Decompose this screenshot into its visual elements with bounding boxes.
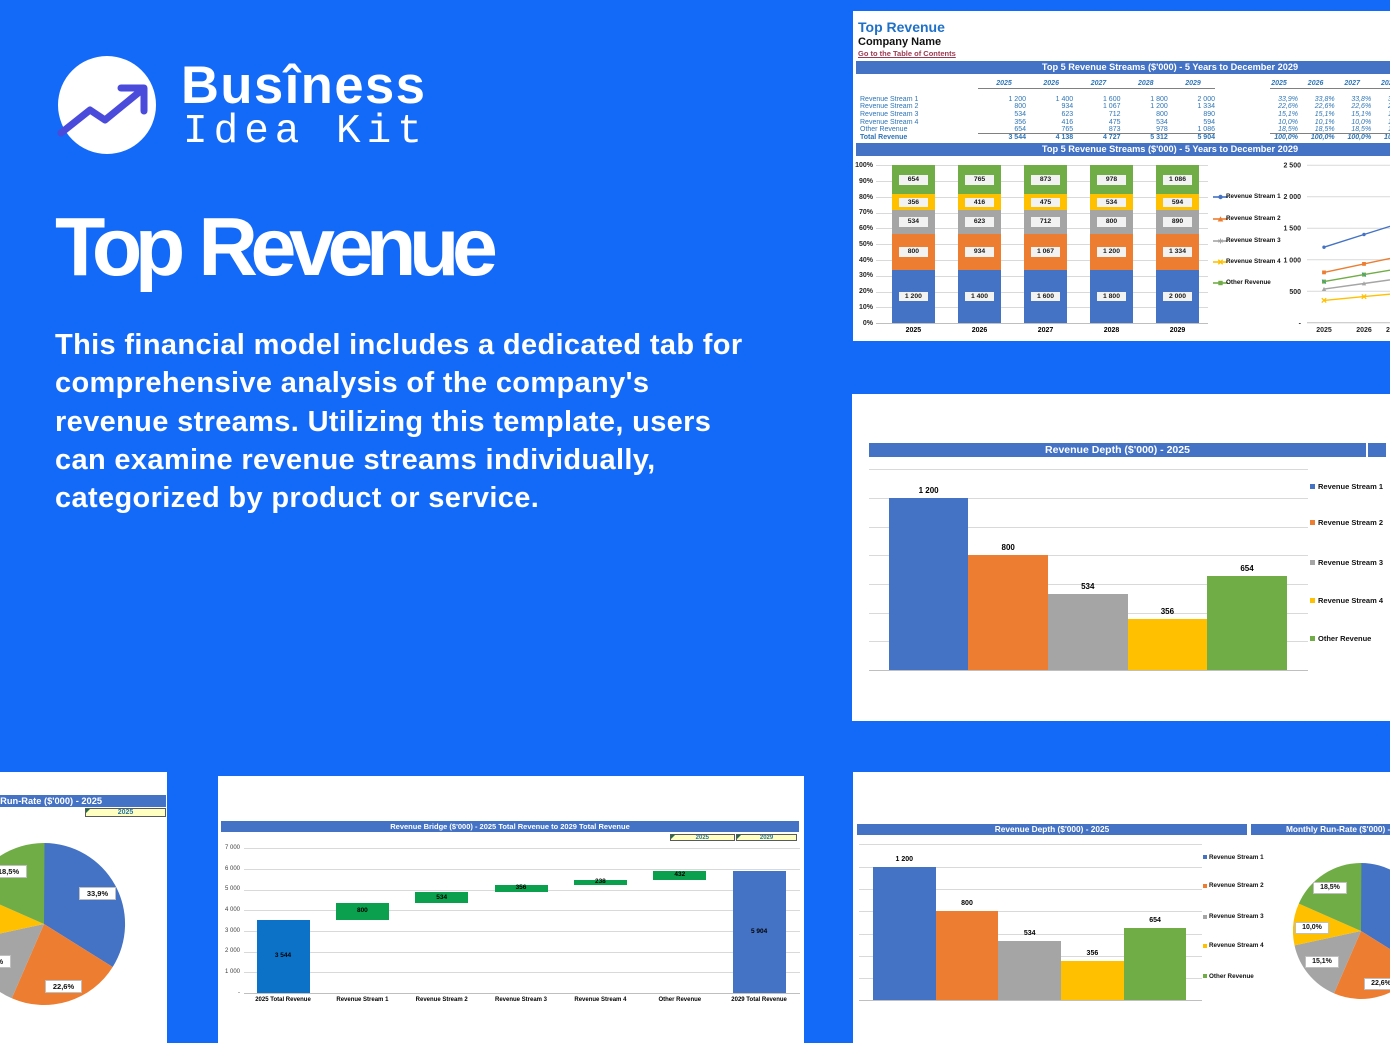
svg-text:2025: 2025: [1316, 327, 1332, 334]
svg-text:2026: 2026: [1356, 327, 1372, 334]
svg-text:2 000: 2 000: [1283, 194, 1301, 201]
svg-text:2: 2: [1386, 327, 1390, 334]
svg-text:2 500: 2 500: [1283, 163, 1301, 170]
svg-text:-: -: [1299, 320, 1302, 327]
svg-text:1 000: 1 000: [1283, 257, 1301, 264]
svg-text:500: 500: [1289, 289, 1301, 296]
svg-text:1 500: 1 500: [1283, 226, 1301, 233]
